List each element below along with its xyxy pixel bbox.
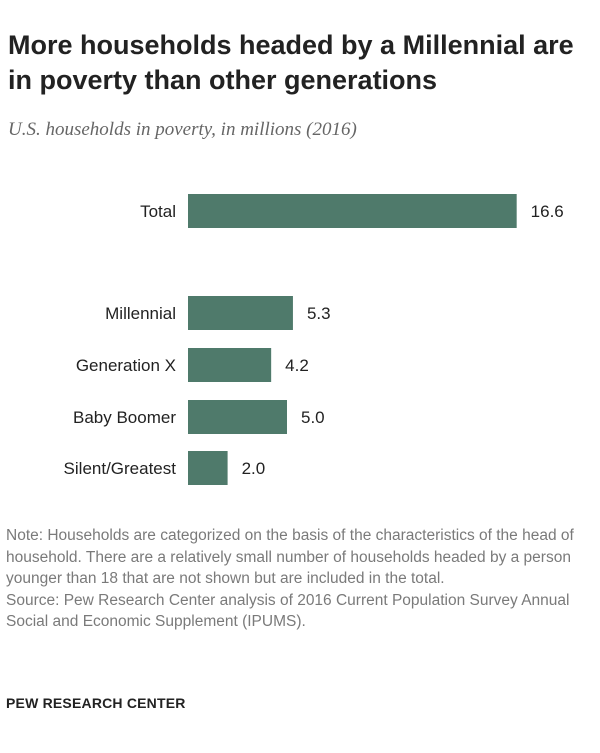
- bar-chart: Total 16.6 Millennial 5.3 Generation X 4.2 Bab…: [64, 194, 564, 485]
- category-label-total: Total: [140, 202, 176, 221]
- category-label-millennial: Millennial: [105, 304, 176, 323]
- footer-brand: PEW RESEARCH CENTER: [6, 695, 186, 711]
- notes-block: Note: Households are categorized on the …: [6, 525, 596, 633]
- chart-title: More households headed by a Millennial a…: [8, 30, 574, 95]
- category-label-silent-greatest: Silent/Greatest: [64, 459, 177, 478]
- bar-total: [188, 194, 517, 228]
- source-text: Source: Pew Research Center analysis of …: [6, 591, 570, 631]
- chart-subtitle: U.S. households in poverty, in millions …: [8, 119, 357, 140]
- category-label-baby-boomer: Baby Boomer: [73, 408, 176, 427]
- bar-millennial: [188, 296, 293, 330]
- note-text: Note: Households are categorized on the …: [6, 527, 574, 587]
- bar-baby-boomer: [188, 400, 287, 434]
- value-label-silent-greatest: 2.0: [242, 459, 266, 478]
- value-label-baby-boomer: 5.0: [301, 408, 325, 427]
- value-label-total: 16.6: [531, 202, 564, 221]
- bar-silent-greatest: [188, 451, 228, 485]
- value-label-millennial: 5.3: [307, 304, 331, 323]
- category-label-generation-x: Generation X: [76, 356, 176, 375]
- value-label-generation-x: 4.2: [285, 356, 309, 375]
- bar-generation-x: [188, 348, 272, 382]
